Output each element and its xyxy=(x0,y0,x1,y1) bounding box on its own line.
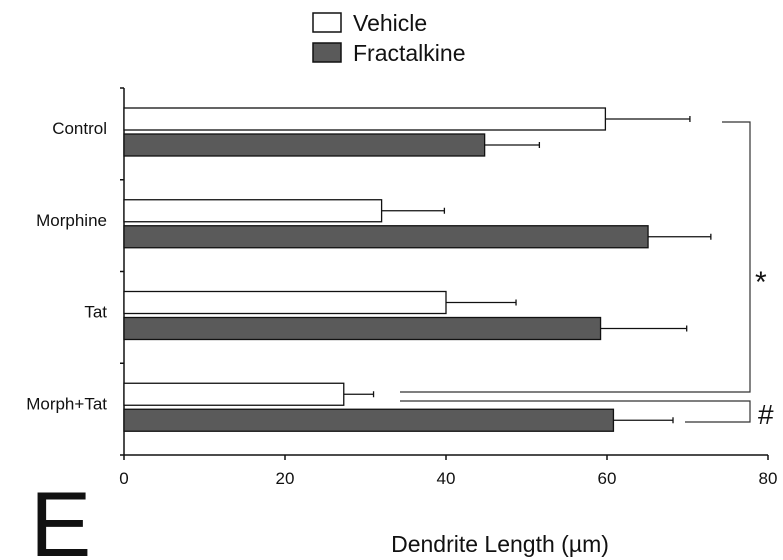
bar-vehicle xyxy=(123,199,383,223)
bar-vehicle xyxy=(123,382,345,406)
legend-label-fractalkine: Fractalkine xyxy=(353,40,465,66)
hash-bracket xyxy=(400,400,751,423)
bar-fractalkine xyxy=(123,408,615,432)
category-label: Control xyxy=(52,119,107,138)
panel-label: E xyxy=(30,474,91,560)
star-annotation: * xyxy=(755,266,767,299)
legend-swatch-fractalkine xyxy=(312,42,342,63)
hash-annotation: # xyxy=(758,399,774,430)
x-tick-label: 20 xyxy=(276,469,295,488)
bar-fractalkine xyxy=(123,133,486,157)
x-tick-label: 60 xyxy=(598,469,617,488)
x-tick-label: 0 xyxy=(119,469,128,488)
x-tick-label: 80 xyxy=(759,469,778,488)
bar-fractalkine xyxy=(123,316,602,341)
plot-area: 0 20 40 60 80 Control Morphine Tat Morph+Tat xyxy=(26,87,778,488)
x-axis-label: Dendrite Length (µm) xyxy=(391,531,609,557)
category-label: Tat xyxy=(84,303,107,322)
category-label: Morph+Tat xyxy=(26,394,107,413)
significance-brackets: * # xyxy=(400,121,774,430)
legend-swatch-vehicle xyxy=(312,12,342,33)
legend-label-vehicle: Vehicle xyxy=(353,10,427,36)
bar-fractalkine xyxy=(123,225,649,249)
star-bracket xyxy=(400,121,751,393)
legend: Vehicle Fractalkine xyxy=(312,10,465,66)
category-label: Morphine xyxy=(36,211,107,230)
x-tick-label: 40 xyxy=(437,469,456,488)
bar-vehicle xyxy=(123,107,607,131)
bar-vehicle xyxy=(123,290,447,315)
